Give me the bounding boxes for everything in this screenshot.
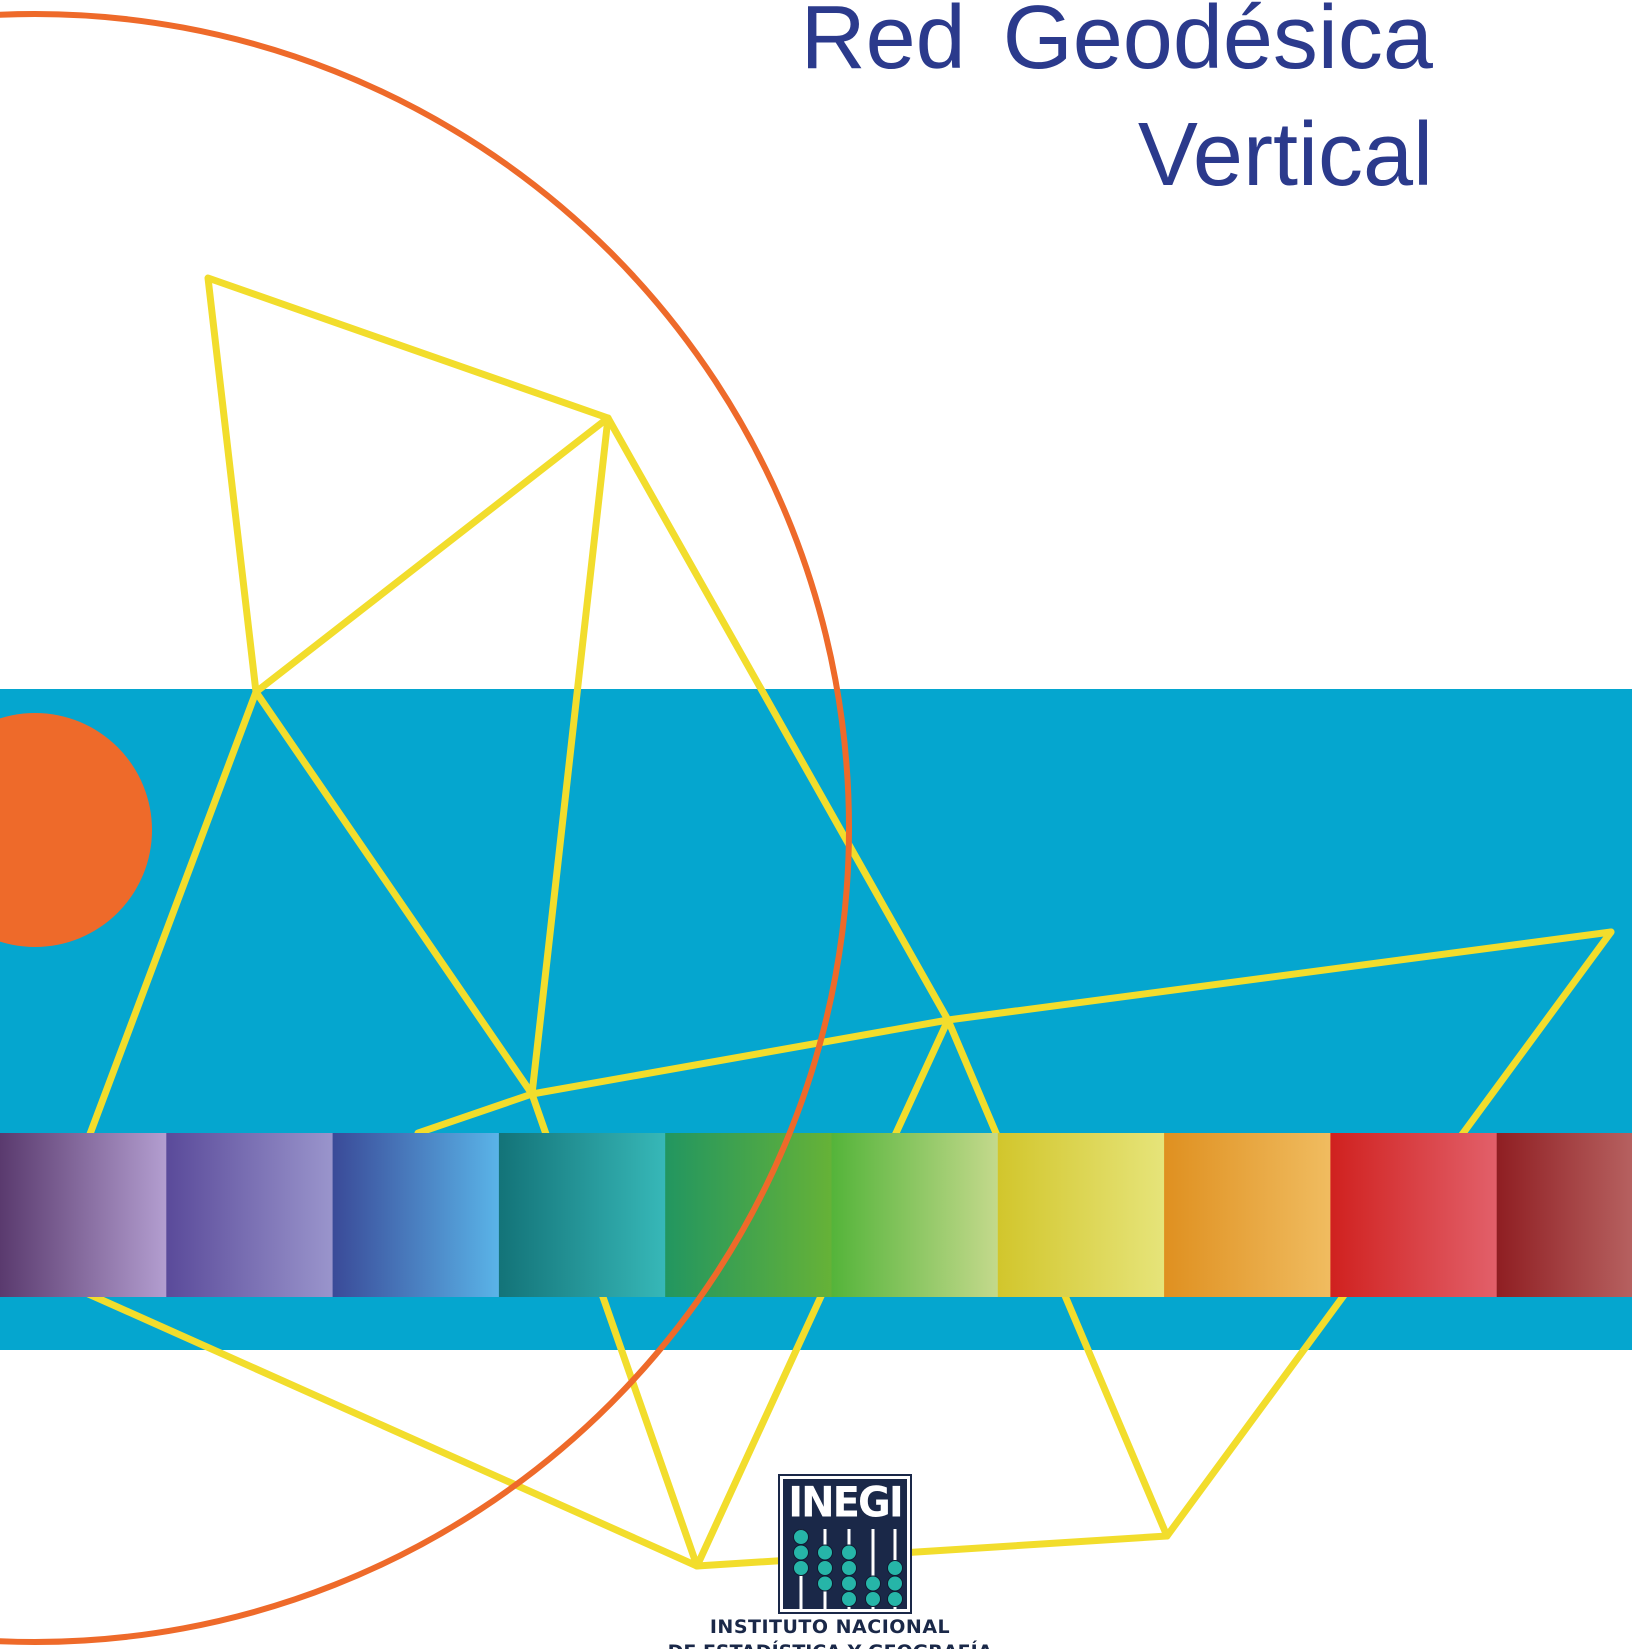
abacus-bead — [817, 1544, 833, 1561]
title-line-2: Vertical — [1137, 105, 1433, 205]
institute-text-2: DE ESTADÍSTICA Y GEOGRAFÍA — [668, 1641, 993, 1649]
orange-dot — [0, 713, 152, 947]
spectrum-swatch — [1496, 1133, 1632, 1297]
institute-text-1: INSTITUTO NACIONAL — [709, 1616, 951, 1638]
spectrum-swatch — [1164, 1133, 1331, 1297]
abacus-bead — [793, 1544, 809, 1561]
institute-name-line-1: INSTITUTO NACIONAL — [640, 1615, 1020, 1639]
abacus-bead — [841, 1560, 857, 1576]
inegi-logo: INEGI — [778, 1474, 912, 1614]
orange-ring — [0, 11, 852, 1645]
abacus-bead — [817, 1560, 833, 1576]
abacus-bead — [841, 1575, 857, 1592]
spectrum-swatch — [0, 1133, 167, 1297]
logo-wordmark: INEGI — [788, 1478, 903, 1528]
line-608-to-532 — [528, 414, 612, 1098]
line-608-to-948 — [604, 414, 952, 1024]
spectrum-swatch — [831, 1133, 999, 1297]
spectrum-swatch — [997, 1133, 1165, 1297]
line-256-to-532 — [252, 688, 536, 1098]
line-532-to-1611 — [414, 928, 1615, 1137]
spectrum-swatch — [332, 1133, 500, 1297]
spectrum-swatch — [166, 1133, 334, 1297]
abacus-bead — [841, 1544, 857, 1561]
abacus-bead — [841, 1591, 857, 1607]
abacus-bead — [887, 1560, 903, 1576]
abacus-bead — [887, 1591, 903, 1607]
abacus-bead — [793, 1560, 809, 1576]
abacus-bead — [865, 1575, 881, 1592]
abacus-bead — [865, 1591, 881, 1607]
line-84-to-697 — [80, 1288, 701, 1570]
line-256-to-84 — [80, 688, 260, 1154]
abacus-bead — [887, 1575, 903, 1592]
spectrum-bar — [0, 1133, 1632, 1297]
spectrum-swatch — [498, 1133, 666, 1297]
abacus-bead — [817, 1575, 833, 1592]
institute-name-line-2: DE ESTADÍSTICA Y GEOGRAFÍA — [640, 1640, 1020, 1649]
line-697-to-1167 — [693, 1532, 1171, 1570]
triangle-upper — [204, 274, 612, 696]
abacus-bead — [793, 1529, 809, 1545]
spectrum-swatch — [1330, 1133, 1498, 1297]
logo-abacus-graphic — [793, 1529, 903, 1609]
title-line-1: Red Geodésica — [800, 0, 1433, 88]
